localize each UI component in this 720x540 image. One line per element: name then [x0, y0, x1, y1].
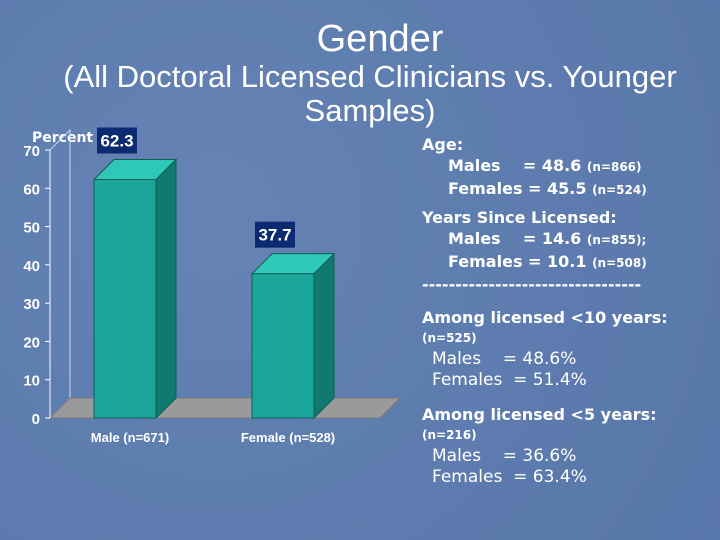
- chart-side-wall: [49, 128, 71, 420]
- bar-front: [93, 178, 157, 419]
- y-tick-label: 60: [23, 181, 40, 198]
- age-females-row: Females = 45.5 (n=524): [422, 178, 647, 201]
- slide-subtitle: (All Doctoral Licensed Clinicians vs. Yo…: [10, 60, 720, 128]
- y-tick-label: 20: [23, 334, 40, 351]
- y-tick-label: 70: [23, 143, 40, 160]
- bar-side: [313, 252, 335, 420]
- lt10-females: Females = 51.4%: [432, 370, 587, 390]
- bar-front: [251, 273, 315, 419]
- x-category-label: Male (n=671): [91, 430, 169, 445]
- slide-title: Gender: [316, 18, 444, 60]
- y-tick-label: 40: [23, 258, 40, 275]
- years-section: Years Since Licensed: Males = 14.6 (n=85…: [422, 207, 647, 295]
- age-males-n: (n=866): [586, 160, 642, 174]
- age-heading: Age:: [422, 135, 464, 154]
- lt5-females: Females = 63.4%: [432, 467, 587, 487]
- lt10-heading: Among licensed <10 years:: [422, 308, 668, 327]
- years-females-n: (n=508): [592, 256, 647, 270]
- bar-top: [250, 253, 336, 275]
- y-tick-label: 0: [32, 411, 40, 428]
- bar-value-label-box: [255, 221, 295, 248]
- y-axis-label: Percent: [32, 130, 93, 146]
- lt10-males: Males = 48.6%: [432, 349, 577, 369]
- lt5-heading: Among licensed <5 years:: [422, 405, 657, 424]
- x-category-label: Female (n=528): [241, 430, 335, 445]
- lt5-n: (n=216): [422, 428, 477, 442]
- age-section: Age: Males = 48.6 (n=866) Females = 45.5…: [422, 134, 647, 201]
- lt5-section: Among licensed <5 years: (n=216) Males =…: [422, 404, 657, 488]
- lt10-section: Among licensed <10 years: (n=525) Males …: [422, 307, 668, 391]
- years-females: Females = 10.1: [448, 252, 587, 271]
- age-males-row: Males = 48.6 (n=866): [422, 155, 647, 178]
- years-males-n: (n=855);: [586, 233, 647, 247]
- bar-value-label: 62.3: [100, 131, 133, 150]
- bar-value-label: 37.7: [258, 226, 291, 245]
- bar-value-label-box: [97, 127, 137, 154]
- age-males: Males = 48.6: [448, 156, 582, 175]
- years-heading: Years Since Licensed:: [422, 208, 617, 227]
- divider-line: ---------------------------------: [422, 275, 642, 294]
- years-males-row: Males = 14.6 (n=855);: [422, 228, 647, 251]
- lt5-males: Males = 36.6%: [432, 446, 577, 466]
- age-females-n: (n=524): [592, 183, 647, 197]
- age-females: Females = 45.5: [448, 179, 587, 198]
- y-tick-label: 50: [23, 220, 40, 237]
- bar-top: [92, 158, 178, 180]
- bar-chart: Percent 0 10 20 30 40 50 60 70 62.3 Male (n=671) 3…: [23, 127, 402, 445]
- years-males: Males = 14.6: [448, 229, 582, 248]
- years-females-row: Females = 10.1 (n=508): [422, 251, 647, 274]
- subtitle-line-1: (All Doctoral Licensed Clinicians vs. Yo…: [63, 59, 677, 94]
- y-tick-label: 10: [23, 373, 40, 390]
- subtitle-line-2: Samples): [304, 93, 436, 128]
- y-tick-label: 30: [23, 296, 40, 313]
- bar-side: [155, 158, 177, 420]
- lt10-n: (n=525): [422, 331, 477, 345]
